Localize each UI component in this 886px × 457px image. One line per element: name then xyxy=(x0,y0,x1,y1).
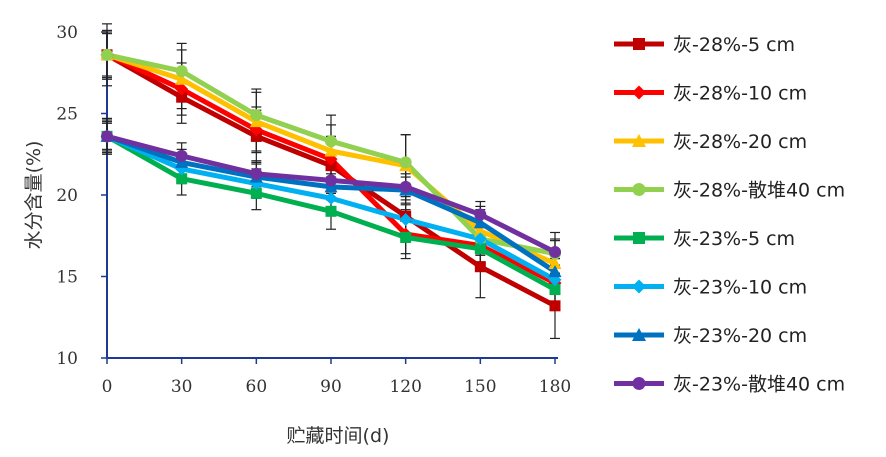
legend-label: 灰-23%-10 cm xyxy=(673,277,807,299)
data-point xyxy=(549,246,561,259)
data-point xyxy=(250,187,262,199)
data-point xyxy=(473,216,487,229)
x-axis-ticks: 0 30 60 90 120 150 180 xyxy=(102,358,571,397)
legend-item: 灰-23%-20 cm xyxy=(614,325,807,347)
legend-marker xyxy=(632,377,646,390)
data-point xyxy=(473,224,487,237)
legend-item: 灰-28%-10 cm xyxy=(614,83,807,105)
data-point xyxy=(549,284,561,296)
data-point xyxy=(474,243,486,255)
legend-item: 灰-28%-20 cm xyxy=(614,131,807,153)
legend: 灰-28%-5 cm 灰-28%-10 cm 灰-28%-20 cm 灰-28%-散堆… xyxy=(614,34,845,396)
legend-label: 灰-28%-5 cm xyxy=(673,34,795,56)
legend-marker xyxy=(633,38,645,50)
legend-item: 灰-28%-散堆40 cm xyxy=(614,180,845,202)
data-point xyxy=(474,208,487,221)
data-point xyxy=(399,180,412,193)
data-point xyxy=(101,48,113,61)
data-point xyxy=(325,174,337,187)
data-point xyxy=(474,261,486,273)
legend-label: 灰-23%-20 cm xyxy=(673,325,807,347)
legend-label: 灰-28%-散堆40 cm xyxy=(673,180,845,202)
data-point xyxy=(250,109,263,122)
data-point xyxy=(249,115,263,128)
y-tick-label: 30 xyxy=(56,23,78,43)
data-point xyxy=(175,82,189,96)
plot-area: 0 30 60 90 120 150 180 10 15 20 25 30 xyxy=(56,23,571,397)
x-tick-label: 90 xyxy=(320,377,342,397)
series-markers xyxy=(100,48,562,312)
x-tick-label: 120 xyxy=(389,377,421,397)
legend-marker xyxy=(632,279,646,294)
legend-marker xyxy=(632,328,646,341)
data-point xyxy=(176,91,188,103)
x-tick-label: 0 xyxy=(102,377,113,397)
legend-marker xyxy=(633,232,645,244)
data-point xyxy=(250,167,263,180)
data-point xyxy=(175,149,188,162)
legend-item: 灰-28%-5 cm xyxy=(614,34,795,56)
data-point xyxy=(250,130,262,142)
x-tick-label: 30 xyxy=(171,377,193,397)
legend-item: 灰-23%-散堆40 cm xyxy=(614,374,845,396)
data-point xyxy=(400,231,412,243)
data-point xyxy=(399,212,413,226)
data-point xyxy=(325,205,337,217)
data-point xyxy=(324,191,338,205)
data-point xyxy=(325,135,337,148)
data-point xyxy=(176,173,188,185)
y-tick-label: 10 xyxy=(56,349,78,369)
data-point xyxy=(548,256,562,269)
data-point xyxy=(101,130,113,143)
data-point xyxy=(325,160,337,172)
y-axis-ticks: 10 15 20 25 30 xyxy=(56,23,107,369)
data-point xyxy=(549,300,561,312)
data-point xyxy=(399,156,412,169)
x-tick-label: 150 xyxy=(464,377,496,397)
data-point xyxy=(175,72,189,85)
legend-label: 灰-28%-10 cm xyxy=(673,83,807,105)
data-point xyxy=(175,65,188,78)
legend-marker xyxy=(632,134,646,147)
y-tick-label: 25 xyxy=(56,105,78,125)
legend-item: 灰-23%-10 cm xyxy=(614,277,807,299)
data-point xyxy=(473,232,487,246)
x-tick-label: 180 xyxy=(539,377,571,397)
data-point xyxy=(548,265,562,278)
data-point xyxy=(324,144,338,157)
legend-label: 灰-23%-5 cm xyxy=(673,228,795,250)
y-tick-label: 15 xyxy=(56,268,78,288)
data-point xyxy=(324,180,338,193)
legend-label: 灰-23%-散堆40 cm xyxy=(673,374,845,396)
x-axis-title: 贮藏时间(d) xyxy=(287,425,390,447)
data-point xyxy=(175,155,189,168)
legend-label: 灰-28%-20 cm xyxy=(673,131,807,153)
legend-item: 灰-23%-5 cm xyxy=(614,228,795,250)
legend-marker xyxy=(632,183,646,196)
y-tick-label: 20 xyxy=(56,186,78,206)
legend-marker xyxy=(632,85,646,100)
x-tick-label: 60 xyxy=(246,377,268,397)
y-axis-title: 水分含量(%) xyxy=(23,141,45,250)
